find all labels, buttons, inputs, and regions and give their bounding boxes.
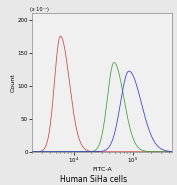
- Text: Human SiHa cells: Human SiHa cells: [60, 175, 127, 184]
- Y-axis label: Count: Count: [11, 73, 16, 92]
- Text: (x 10⁻¹): (x 10⁻¹): [30, 6, 49, 11]
- X-axis label: FITC-A: FITC-A: [92, 166, 112, 171]
